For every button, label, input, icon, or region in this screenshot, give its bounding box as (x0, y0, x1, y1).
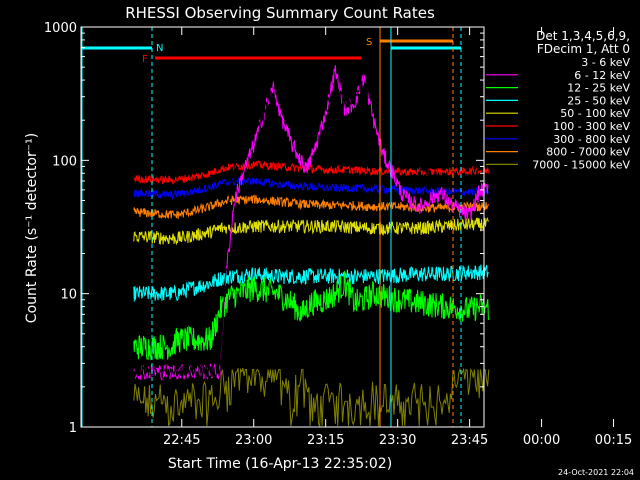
x-tick-label: 23:30 (379, 433, 416, 448)
legend-label: 800 - 7000 keV (546, 146, 630, 159)
x-tick-label: 00:00 (523, 433, 560, 448)
chart-title: RHESSI Observing Summary Count Rates (125, 4, 435, 22)
legend-label: 6 - 12 keV (574, 69, 630, 82)
y-axis-label: Count Rate (s⁻¹ detector⁻¹) (24, 133, 40, 323)
legend-label: 3 - 6 keV (581, 56, 630, 69)
annotation-s: S (366, 37, 372, 48)
x-tick-label: 00:15 (595, 433, 632, 448)
annotation-f: F (142, 54, 148, 65)
series-lines (133, 64, 490, 428)
series-line (133, 78, 489, 380)
annotation-n: N (156, 43, 163, 54)
legend-label: 25 - 50 keV (567, 94, 630, 107)
y-tick-label: 1000 (44, 21, 77, 36)
y-tick-label: 10 (60, 288, 77, 303)
plot-frame (80, 26, 485, 428)
x-tick-label: 22:45 (163, 433, 200, 448)
x-tick-label: 23:00 (235, 433, 272, 448)
legend-label: 100 - 300 keV (553, 120, 630, 133)
x-axis-label: Start Time (16-Apr-13 22:35:02) (168, 456, 392, 472)
plot-axes: 22:45 23:00 23:15 23:30 23:45 00:00 00:15 1 10 10… (44, 21, 632, 448)
legend-label: 7000 - 15000 keV (532, 158, 630, 171)
series-line (133, 175, 489, 201)
y-tick-label: 1 (69, 421, 77, 436)
x-tick-label: 23:45 (451, 433, 488, 448)
series-line (133, 264, 489, 302)
y-tick-label: 100 (52, 154, 77, 169)
x-tick-label: 23:15 (307, 433, 344, 448)
legend-label: 12 - 25 keV (567, 82, 630, 95)
state-markers (81, 27, 462, 427)
legend-label: 300 - 800 keV (553, 133, 630, 146)
legend-header-line-2: FDecim 1, Att 0 (537, 42, 630, 56)
footer-timestamp: 24-Oct-2021 22:04 (558, 468, 634, 477)
state-bars (82, 39, 461, 60)
legend-header-line-1: Det 1,3,4,5,6,9, (536, 29, 630, 43)
series-line (133, 217, 489, 246)
legend-label: 50 - 100 keV (560, 107, 630, 120)
series-line (133, 367, 490, 428)
annotation-labels: NF S (142, 37, 372, 65)
series-line (133, 271, 489, 361)
